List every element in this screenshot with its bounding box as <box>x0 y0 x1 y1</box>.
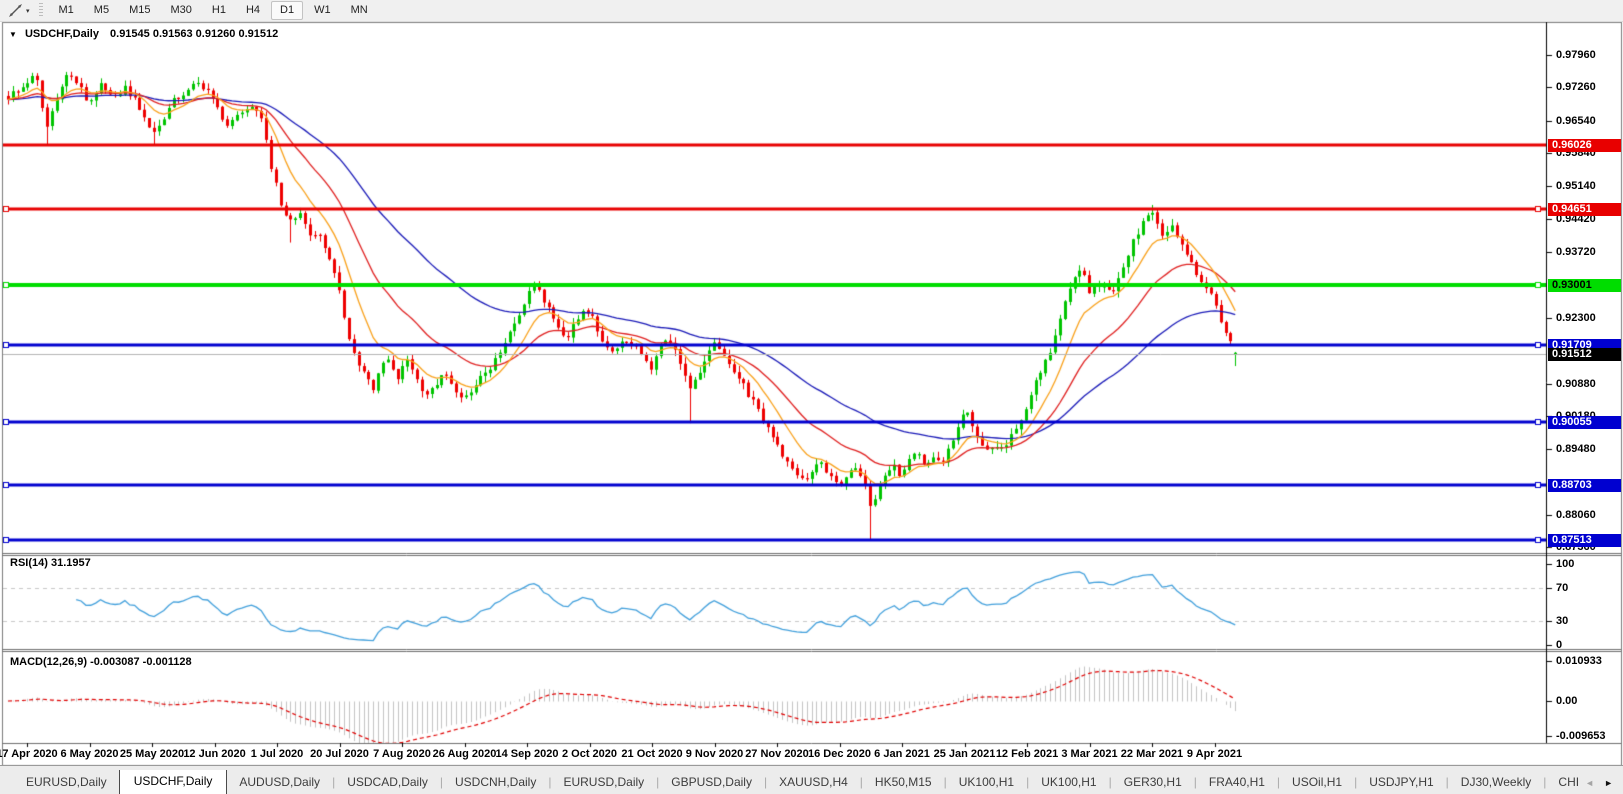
tab-audusd-daily[interactable]: AUDUSD,Daily <box>239 775 321 789</box>
tab-separator: | <box>656 775 660 789</box>
tabs-scroll-left-icon[interactable]: ◄ <box>1585 778 1595 788</box>
period-button-w1[interactable]: W1 <box>314 4 331 16</box>
tabs-scroll-arrows: ◄ ► <box>1579 778 1623 794</box>
tab-separator: | <box>1108 775 1112 789</box>
cursor-tool-button[interactable]: ▾ <box>3 1 35 20</box>
tab-separator: | <box>1193 775 1197 789</box>
tab-uk100-h1[interactable]: UK100,H1 <box>1041 775 1097 789</box>
tab-eurusd-daily[interactable]: EURUSD,Daily <box>26 775 107 789</box>
tab-usdcnh-daily[interactable]: USDCNH,Daily <box>455 775 537 789</box>
period-button-h4[interactable]: H4 <box>245 4 261 16</box>
tab-separator: | <box>763 775 768 789</box>
tab-separator: | <box>859 775 863 789</box>
tab-separator: | <box>332 775 336 789</box>
period-buttons: M1 M5 M15 M30 H1 H4 D1 W1 MN <box>49 1 378 20</box>
period-button-m30[interactable]: M30 <box>170 4 192 16</box>
tab-separator: | <box>1543 775 1547 789</box>
tab-uk100-h1[interactable]: UK100,H1 <box>958 775 1015 789</box>
tab-usdcad-daily[interactable]: USDCAD,Daily <box>347 775 428 789</box>
tab-separator: | <box>548 775 552 789</box>
tab-gbpusd-daily[interactable]: GBPUSD,Daily <box>671 775 752 789</box>
tab-fra40-h1[interactable]: FRA40,H1 <box>1208 775 1265 789</box>
period-button-h1[interactable]: H1 <box>211 4 226 16</box>
tab-usoil-h1[interactable]: USOil,H1 <box>1292 775 1343 789</box>
tab-separator: | <box>1276 775 1281 789</box>
tab-china300-h1[interactable]: CHINA300,H1 <box>1558 775 1580 789</box>
tab-usdjpy-h1[interactable]: USDJPY,H1 <box>1369 775 1434 789</box>
cursor-tool-caret-icon[interactable]: ▾ <box>26 7 30 15</box>
tab-dj30-weekly[interactable]: DJ30,Weekly <box>1460 775 1532 789</box>
tabs-scroll-right-icon[interactable]: ► <box>1604 778 1613 788</box>
cursor-tool-icon <box>9 3 22 17</box>
chart-tabs: EURUSD,Daily USDCHF,Daily AUDUSD,Daily | USD… <box>0 770 1579 794</box>
tab-separator: | <box>943 775 947 789</box>
tab-separator: | <box>439 775 443 789</box>
tab-ger30-h1[interactable]: GER30,H1 <box>1123 775 1182 789</box>
tab-eurusd-daily[interactable]: EURUSD,Daily <box>563 775 645 789</box>
tab-xauusd-h4[interactable]: XAUUSD,H4 <box>779 775 848 789</box>
tab-hk50-m15[interactable]: HK50,M15 <box>874 775 932 789</box>
chart-tabbar: EURUSD,Daily USDCHF,Daily AUDUSD,Daily | USD… <box>0 765 1623 794</box>
tab-separator: | <box>1026 775 1030 789</box>
period-button-m5[interactable]: M5 <box>93 4 110 16</box>
period-button-m1[interactable]: M1 <box>58 4 74 16</box>
period-button-m15[interactable]: M15 <box>129 4 151 16</box>
period-button-d1[interactable]: D1 <box>271 1 304 20</box>
tab-separator: | <box>1354 775 1358 789</box>
timeframes-toolbar: ▾ M1 M5 M15 M30 H1 H4 D1 W1 MN <box>0 0 1623 22</box>
toolbar-separator <box>38 3 43 18</box>
tab-separator: | <box>1445 775 1449 789</box>
period-button-mn[interactable]: MN <box>350 4 368 16</box>
tab-usdchf-daily-active[interactable]: USDCHF,Daily <box>118 770 228 794</box>
